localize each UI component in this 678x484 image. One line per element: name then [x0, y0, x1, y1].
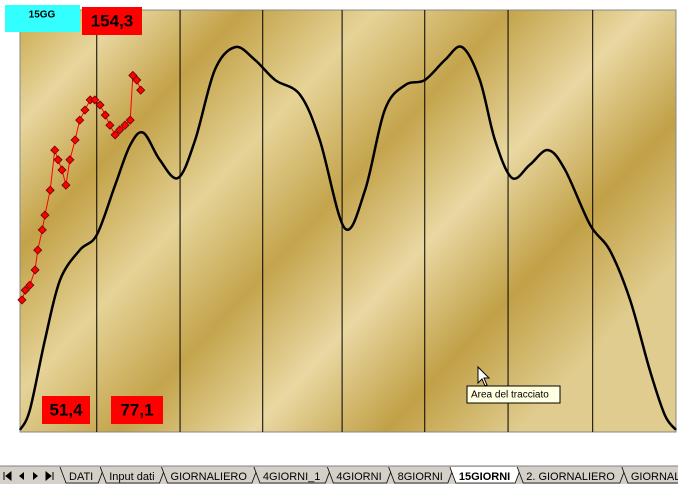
- tooltip: Area del tracciato: [471, 390, 549, 401]
- marker: [20, 285, 30, 295]
- marker: [100, 110, 110, 120]
- low-box: [111, 396, 163, 424]
- tab-label: 15GIORNI: [459, 471, 510, 483]
- marker: [50, 145, 60, 155]
- tab-shape: [99, 466, 166, 484]
- marker: [37, 225, 47, 235]
- sheet-tab[interactable]: 2. GIORNALIERO: [516, 466, 627, 484]
- tab-label: 2. GIORNALIERO: [526, 471, 615, 483]
- marker: [132, 75, 142, 85]
- series-line: [18, 45, 677, 431]
- tab-shape: [621, 466, 678, 484]
- marker: [70, 135, 80, 145]
- marker: [125, 115, 135, 125]
- tab-label: GIORNALIERO: [171, 471, 248, 483]
- marker: [25, 280, 35, 290]
- badge-box: [5, 5, 80, 32]
- sheet-tab[interactable]: DATI: [59, 466, 105, 484]
- sheet-tab[interactable]: Input dati: [99, 466, 166, 484]
- marker: [110, 130, 120, 140]
- sheet-tabs: DATI Input dati GIORNALIERO 4GIORNI_1 4GIORN…: [59, 466, 678, 484]
- tab-shape: [253, 466, 332, 484]
- marker: [136, 85, 146, 95]
- marker: [45, 185, 55, 195]
- badge: 15GG: [29, 10, 56, 21]
- tab-shape: [449, 466, 522, 484]
- marker: [17, 295, 27, 305]
- marker: [90, 95, 100, 105]
- marker: [128, 70, 138, 80]
- sheet-tab[interactable]: 15GIORNI: [449, 466, 522, 484]
- tab-nav[interactable]: [3, 470, 54, 482]
- marker: [30, 265, 40, 275]
- tooltip-box: [466, 385, 561, 404]
- marker: [33, 245, 43, 255]
- marker: [61, 180, 71, 190]
- tab-label: 4GIORNI_1: [263, 471, 320, 483]
- marker: [53, 155, 63, 165]
- tab-shape: [161, 466, 259, 484]
- plot-layer: [17, 10, 677, 432]
- marker: [75, 115, 85, 125]
- marker: [57, 165, 67, 175]
- marker: [80, 105, 90, 115]
- sheet-tab[interactable]: GIORNALIERO: [621, 466, 678, 484]
- tab-label: 4GIORNI: [336, 471, 381, 483]
- plot-area[interactable]: [19, 9, 677, 433]
- low-label: 51,4: [49, 400, 83, 419]
- marker: [105, 120, 115, 130]
- tab-label: 8GIORNI: [398, 471, 443, 483]
- low-box: [42, 396, 90, 424]
- tab-label: Input dati: [109, 471, 154, 483]
- sheet-tab[interactable]: 4GIORNI: [327, 466, 393, 484]
- series-line: [21, 74, 142, 301]
- marker: [65, 155, 75, 165]
- low-label: 77,1: [120, 400, 153, 419]
- max-label: 154,3: [91, 11, 134, 30]
- tab-shape: [327, 466, 393, 484]
- sheet-tab[interactable]: 8GIORNI: [388, 466, 455, 484]
- tab-label: GIORNALIERO: [631, 471, 678, 483]
- marker: [120, 120, 130, 130]
- sheet-tab[interactable]: GIORNALIERO: [161, 466, 259, 484]
- marker: [95, 100, 105, 110]
- tab-shape: [59, 466, 105, 484]
- max-box: [82, 7, 142, 35]
- tab-shape: [388, 466, 455, 484]
- marker: [115, 125, 125, 135]
- marker: [40, 210, 50, 220]
- sheet-tab[interactable]: 4GIORNI_1: [253, 466, 332, 484]
- tab-shape: [516, 466, 627, 484]
- tab-label: DATI: [69, 471, 93, 483]
